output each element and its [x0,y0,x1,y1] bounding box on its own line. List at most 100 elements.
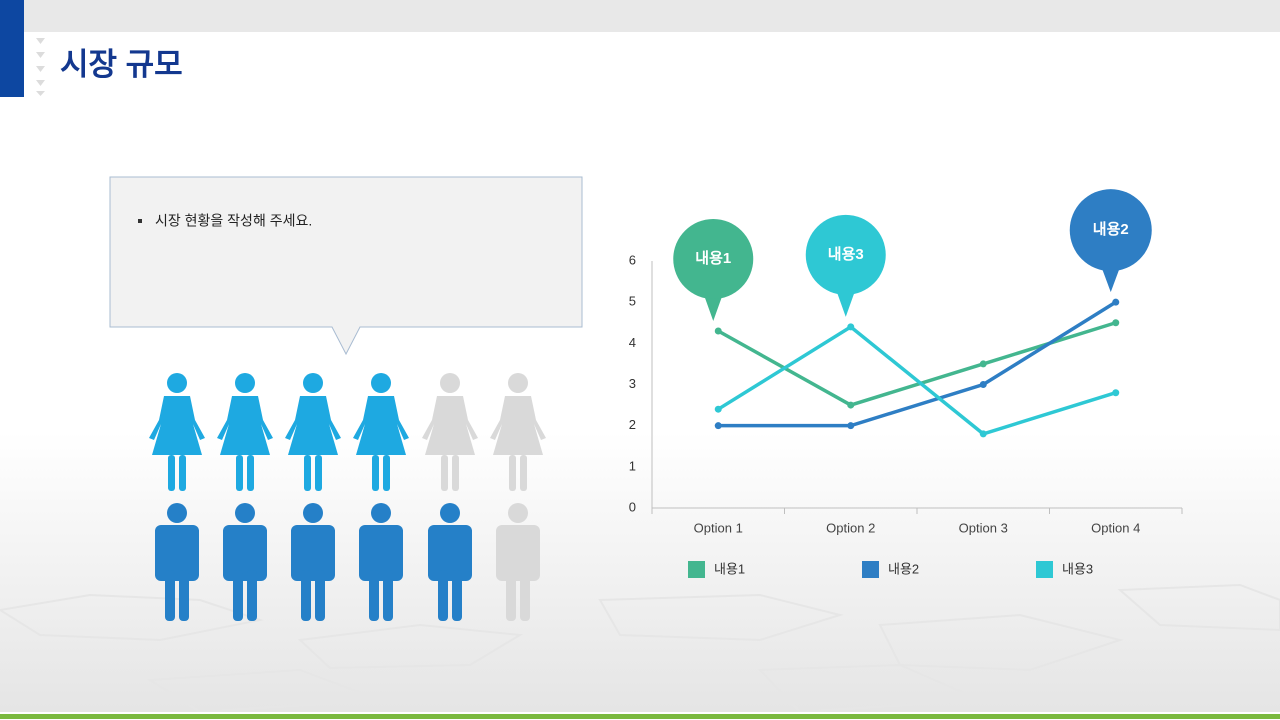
female-leg [520,455,527,491]
male-leg [165,570,175,621]
callout-bubble [1069,189,1152,272]
female-leg [168,455,175,491]
legend-swatch [1036,561,1053,578]
male-body [496,525,540,581]
female-body [285,396,341,455]
title-accent [0,0,24,97]
female-body [353,396,409,455]
male-leg [233,570,243,621]
data-point [847,401,855,409]
male-head [235,503,255,523]
female-head [371,373,391,393]
title-band [0,32,1280,98]
female-body [149,396,205,455]
legend-swatch [688,561,705,578]
bottom-line [0,714,1280,719]
hex-pattern [0,583,1280,714]
legend-label: 내용3 [1062,561,1093,576]
y-tick-label: 2 [629,417,636,432]
text-box [109,176,583,356]
female-leg [441,455,448,491]
female-head [440,373,460,393]
female-body [490,396,546,455]
male-leg [452,570,462,621]
callout-bubble [805,214,886,295]
male-head [440,503,460,523]
male-leg [301,570,311,621]
male-head [303,503,323,523]
bullet-text: 시장 현황을 작성해 주세요. [155,213,312,229]
male-head [167,503,187,523]
female-leg [179,455,186,491]
legend-label: 내용1 [714,561,745,576]
y-tick-label: 1 [629,458,636,473]
callout-label: 내용1 [695,250,731,267]
legend-label: 내용2 [888,561,919,576]
people-icons [149,373,546,621]
data-point [979,430,987,438]
series-line [718,300,1117,428]
data-point [1112,298,1120,306]
callout-bubble [673,218,754,299]
callout-tail [835,288,856,317]
male-body [155,525,199,581]
male-body [359,525,403,581]
y-tick-label: 5 [629,294,636,309]
data-point [979,360,987,368]
data-point [714,327,722,335]
y-tick-label: 4 [629,335,636,350]
female-leg [372,455,379,491]
female-leg [383,455,390,491]
female-head [508,373,528,393]
male-body [223,525,267,581]
data-point [847,422,855,430]
male-head [371,503,391,523]
series-line [717,324,1117,436]
data-point [979,381,987,388]
male-body [291,525,335,581]
female-body [422,396,478,455]
male-leg [520,570,530,621]
female-head [303,373,323,393]
male-head [508,503,528,523]
male-leg [506,570,516,621]
data-point [1112,319,1120,327]
y-tick-label: 3 [629,376,636,391]
x-tick-label: Option 2 [826,520,875,535]
male-leg [369,570,379,621]
female-leg [509,455,516,491]
legend-swatch [862,561,879,578]
male-leg [247,570,257,621]
slide-title: 시장 규모 [60,47,183,82]
top-bar [0,0,1280,32]
female-head [167,373,187,393]
male-leg [383,570,393,621]
male-body [428,525,472,581]
male-leg [179,570,189,621]
female-leg [247,455,254,491]
x-tick-label: Option 1 [694,520,743,535]
x-tick-label: Option 4 [1091,520,1140,535]
data-point [847,323,855,331]
female-leg [452,455,459,491]
y-tick-label: 0 [629,499,636,514]
x-tick-label: Option 3 [959,520,1008,535]
female-leg [304,455,311,491]
bullet-mark [138,219,142,223]
callout-tail [703,292,724,321]
female-body [217,396,273,455]
female-leg [236,455,243,491]
y-tick-label: 6 [629,252,636,267]
callout-label: 내용2 [1093,221,1129,238]
male-leg [315,570,325,621]
female-head [235,373,255,393]
callout-tail [1100,265,1121,293]
chevrons [36,38,45,96]
male-leg [438,570,448,621]
data-point [714,405,722,413]
female-leg [315,455,322,491]
data-point [714,422,722,430]
